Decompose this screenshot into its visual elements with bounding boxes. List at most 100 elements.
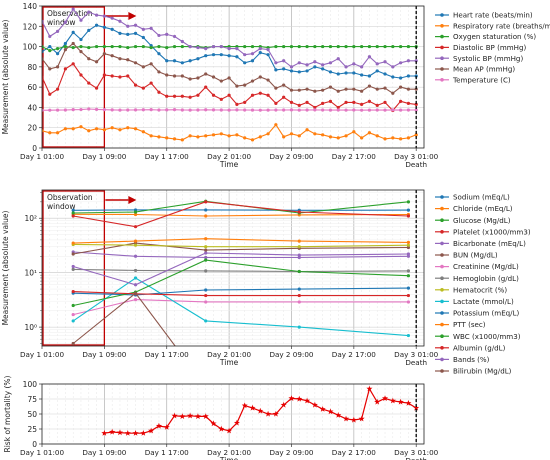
legend-label: Hematocrit (%) (453, 285, 507, 294)
data-point (405, 400, 412, 406)
data-point (391, 108, 395, 112)
data-point (165, 94, 169, 98)
data-point (126, 32, 130, 37)
legend-marker (440, 253, 444, 257)
data-point (180, 74, 184, 78)
data-point (157, 135, 161, 139)
data-point (414, 87, 418, 91)
data-point (71, 41, 75, 46)
data-point (297, 70, 301, 74)
data-point (274, 61, 278, 65)
data-point (243, 83, 247, 87)
data-point (249, 404, 256, 411)
data-point (289, 69, 294, 73)
data-point (336, 44, 340, 49)
data-point (63, 127, 67, 131)
data-point (344, 65, 348, 69)
data-point (210, 420, 217, 427)
data-point (204, 319, 208, 323)
data-point (350, 416, 357, 423)
data-point (196, 76, 200, 80)
data-point (243, 100, 247, 104)
y-tick-label: 10¹ (24, 269, 37, 278)
legend-marker (440, 206, 444, 211)
chart-panel-3: 0 25 50 75 100 Risk of mortality (%) Day 1 01:… (3, 375, 439, 460)
data-point (94, 13, 99, 17)
data-point (406, 87, 411, 91)
data-point (375, 134, 379, 138)
data-point (118, 57, 122, 61)
data-point (141, 65, 145, 69)
x-tick-label: Day 2 17:00 (332, 448, 376, 457)
data-point (321, 133, 325, 137)
data-point (133, 23, 138, 27)
data-point (297, 103, 301, 107)
data-point (383, 60, 387, 64)
data-point (266, 93, 270, 97)
data-point (133, 127, 138, 131)
data-point (367, 44, 372, 49)
data-point (304, 397, 311, 404)
data-point (110, 27, 114, 31)
data-point (196, 57, 200, 61)
data-point (321, 44, 325, 49)
data-point (102, 14, 106, 18)
data-point (289, 65, 294, 69)
data-point (297, 269, 301, 274)
data-point (297, 239, 301, 243)
data-point (297, 300, 301, 304)
data-point (79, 50, 83, 54)
data-point (204, 200, 208, 204)
data-point (282, 59, 286, 63)
data-point (367, 84, 372, 88)
data-point (352, 44, 356, 49)
data-point (343, 415, 350, 422)
data-point (227, 93, 231, 97)
data-point (297, 134, 301, 138)
data-point (367, 99, 372, 103)
y-axis: 0 25 50 75 100 (23, 380, 42, 449)
data-point (165, 59, 169, 63)
data-point (282, 135, 286, 139)
plot-frame (41, 383, 425, 445)
data-point (55, 52, 60, 56)
y-tick-label: 10² (24, 214, 37, 223)
data-point (71, 214, 75, 218)
legend-label: Chloride (mEq/L) (453, 204, 513, 213)
data-point (204, 47, 208, 51)
data-point (55, 87, 60, 91)
data-point (289, 108, 294, 112)
data-point (219, 53, 223, 57)
data-point (110, 74, 114, 78)
data-point (71, 341, 75, 346)
y-tick-label: 40 (27, 103, 37, 112)
data-point (71, 312, 75, 317)
data-point (71, 267, 75, 271)
data-point (389, 397, 396, 404)
data-point (274, 123, 278, 127)
legend-marker (440, 346, 444, 350)
legend-label: Creatinine (Mg/dL) (453, 262, 519, 271)
data-point (358, 415, 365, 422)
data-point (235, 133, 239, 137)
data-point (297, 255, 301, 260)
data-point (204, 134, 208, 138)
legend-label: Bands (%) (453, 355, 490, 364)
data-point (149, 26, 153, 30)
legend-label: Lactate (mmol/L) (453, 297, 514, 306)
data-point (375, 103, 379, 107)
data-point (414, 133, 418, 137)
data-point (274, 86, 278, 90)
data-point (367, 108, 372, 112)
data-point (118, 128, 122, 132)
data-point (79, 37, 83, 42)
data-point (296, 395, 303, 402)
data-point (375, 44, 379, 49)
data-point (289, 88, 294, 92)
y-tick-label: 0 (32, 440, 37, 449)
data-point (48, 108, 52, 112)
data-point (243, 61, 247, 65)
data-point (406, 286, 411, 290)
data-point (87, 28, 91, 32)
data-point (149, 108, 153, 112)
